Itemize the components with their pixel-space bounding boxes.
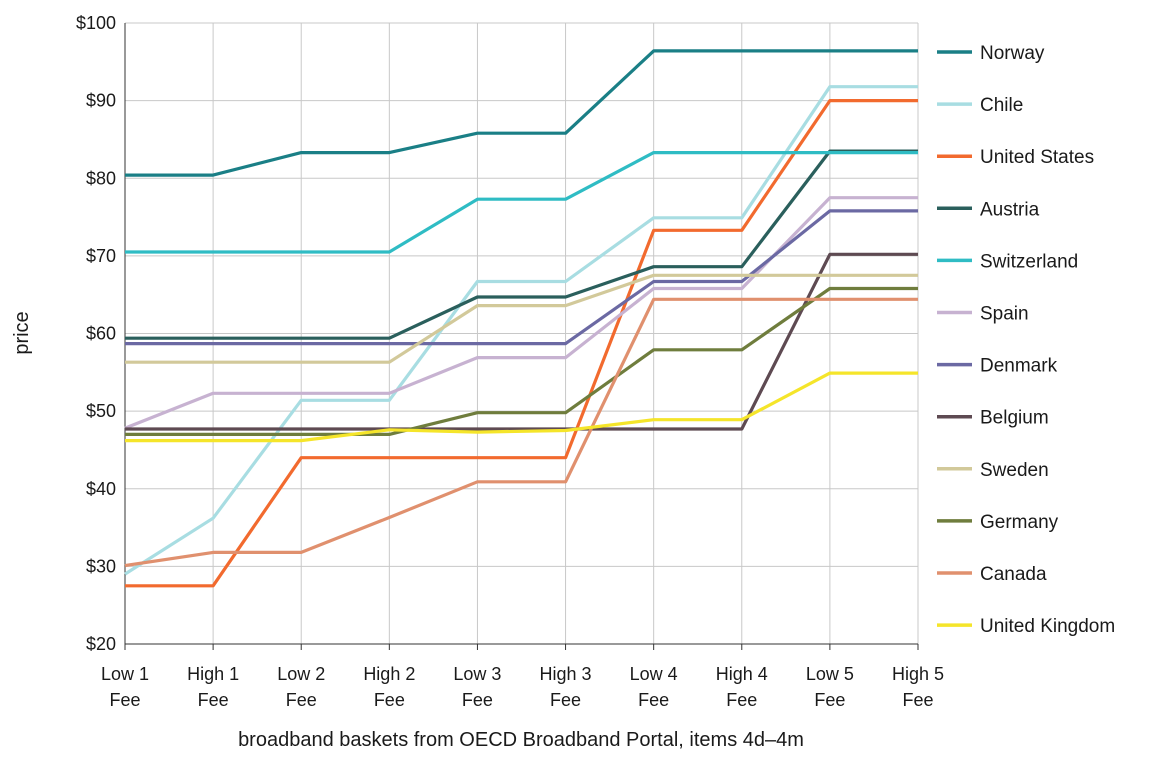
y-tick-label: $30 (86, 556, 116, 576)
legend-label-austria: Austria (980, 199, 1040, 220)
series-line-germany (125, 286, 918, 436)
x-tick-label: High 1 (187, 664, 239, 684)
y-tick-label: $70 (86, 246, 116, 266)
series-line-austria (125, 149, 918, 340)
x-tick-label: Low 1 (101, 664, 149, 684)
legend-label-sweden: Sweden (980, 460, 1049, 481)
series-line-canada (124, 297, 918, 568)
x-tick-label: Fee (638, 690, 669, 710)
x-tick-label: Fee (550, 690, 581, 710)
legend-label-germany: Germany (980, 512, 1059, 533)
legend-label-united-states: United States (980, 147, 1094, 168)
x-tick-label: Fee (286, 690, 317, 710)
legend: Norway Chile United States Austria Switzerla… (937, 43, 1115, 637)
legend-label-chile: Chile (980, 95, 1023, 116)
x-tick-label: High 2 (363, 664, 415, 684)
legend-label-united-kingdom: United Kingdom (980, 616, 1115, 637)
series-line-spain (124, 196, 918, 430)
x-tick-label: High 4 (716, 664, 768, 684)
y-tick-label: $90 (86, 91, 116, 111)
x-tick-label: Fee (726, 690, 757, 710)
y-tick-label: $50 (86, 401, 116, 421)
series-line-chile (124, 85, 918, 576)
y-axis-title: price (11, 311, 33, 354)
y-tick-label: $40 (86, 479, 116, 499)
legend-label-belgium: Belgium (980, 408, 1049, 429)
y-tick-label: $80 (86, 168, 116, 188)
series-line-denmark (125, 209, 918, 346)
x-tick-label: Fee (462, 690, 493, 710)
x-tick-label: Low 3 (453, 664, 501, 684)
series-lines (124, 49, 918, 588)
axes: $20 $30 $40 $50 $60 $70 $80 $90 $100 Low 1 Fee High… (76, 13, 944, 710)
gridlines (124, 22, 919, 645)
x-tick-label: Fee (902, 690, 933, 710)
x-tick-label: Low 5 (806, 664, 854, 684)
x-tick-label: Fee (109, 690, 140, 710)
legend-label-spain: Spain (980, 304, 1029, 325)
y-tick-label: $60 (86, 324, 116, 344)
series-line-belgium (125, 252, 918, 431)
series-line-switzerland (125, 151, 918, 254)
x-tick-label: Low 4 (630, 664, 678, 684)
series-line-united-kingdom (125, 371, 918, 443)
y-tick-label: $20 (86, 634, 116, 654)
y-tick-label: $100 (76, 13, 116, 33)
x-tick-label: High 3 (540, 664, 592, 684)
legend-label-switzerland: Switzerland (980, 251, 1078, 272)
legend-label-denmark: Denmark (980, 356, 1058, 377)
x-tick-label: Low 2 (277, 664, 325, 684)
legend-label-norway: Norway (980, 43, 1045, 64)
x-axis-title: broadband baskets from OECD Broadband Po… (238, 729, 804, 751)
series-line-united-states (125, 98, 918, 588)
x-tick-label: Fee (198, 690, 229, 710)
x-tick-label: High 5 (892, 664, 944, 684)
x-tick-label: Fee (374, 690, 405, 710)
x-tick-label: Fee (814, 690, 845, 710)
series-line-norway (125, 49, 918, 177)
legend-label-canada: Canada (980, 564, 1047, 585)
series-line-sweden (125, 273, 918, 364)
